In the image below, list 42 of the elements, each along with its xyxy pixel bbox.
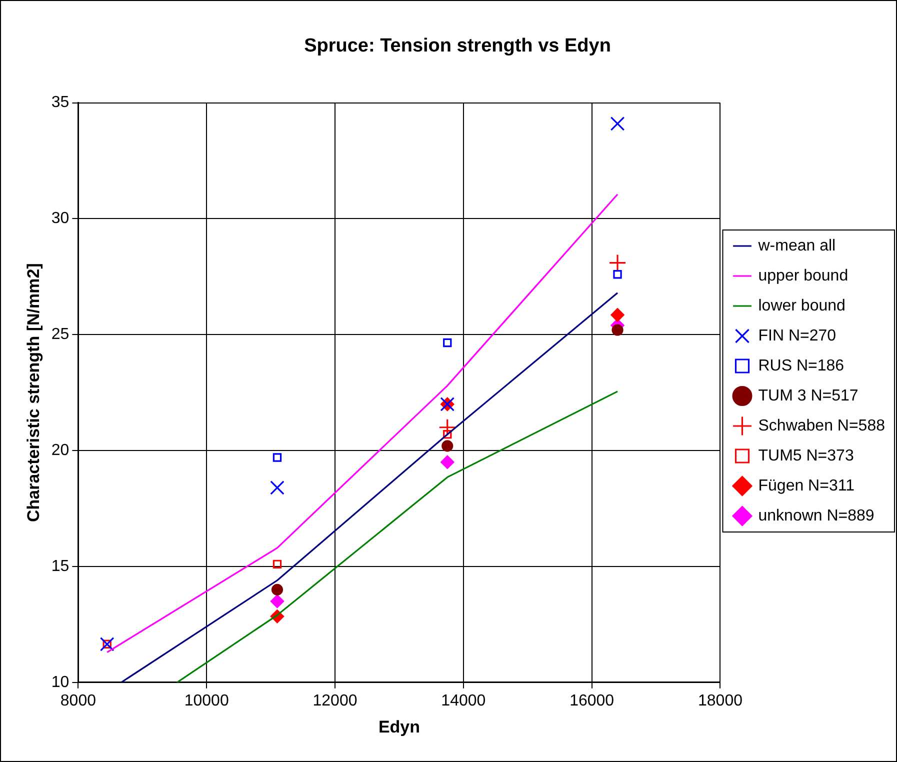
y-tick-label: 10 (51, 674, 70, 691)
legend-label: unknown N=889 (758, 507, 874, 524)
point (442, 440, 454, 452)
y-tick-label: 20 (51, 442, 70, 459)
point (102, 640, 112, 648)
point (613, 270, 622, 279)
y-tick-label: 30 (51, 210, 70, 228)
x-tick-label: 8000 (60, 692, 96, 710)
point (612, 324, 624, 336)
point (443, 430, 452, 439)
point (440, 455, 454, 469)
y-tick-label: 15 (51, 558, 70, 575)
point (270, 480, 284, 495)
legend-label: lower bound (758, 297, 846, 314)
x-tick-label: 10000 (184, 692, 229, 710)
point (438, 418, 456, 436)
legend-label: TUM5 N=373 (758, 447, 854, 464)
legend-label: TUM 3 N=517 (758, 387, 858, 404)
legend-label: upper bound (758, 267, 848, 284)
legend-label: RUS N=186 (758, 357, 844, 374)
x-tick-label: 16000 (570, 692, 614, 710)
point (272, 453, 282, 462)
point (608, 254, 626, 272)
legend-label: Fügen N=311 (758, 477, 855, 494)
point (271, 584, 284, 596)
point (100, 636, 114, 652)
legend-label: FIN N=270 (758, 327, 836, 344)
y-axis-title: Characteristic strength [N/mm2] (24, 263, 43, 522)
x-tick-label: 14000 (441, 692, 486, 710)
point (443, 338, 452, 348)
chart-title: Spruce: Tension strength vs Edyn (304, 36, 611, 57)
point (610, 116, 625, 131)
x-tick-label: 18000 (698, 692, 743, 710)
legend-label: Schwaben N=588 (758, 417, 886, 434)
legend-label: w-mean all (757, 237, 836, 254)
y-tick-label: 35 (51, 94, 70, 112)
point (270, 594, 284, 608)
x-tick-label: 12000 (312, 692, 358, 710)
x-axis-title: Edyn (378, 717, 420, 736)
y-tick-label: 25 (51, 326, 70, 344)
point (610, 308, 624, 322)
point (272, 560, 282, 568)
